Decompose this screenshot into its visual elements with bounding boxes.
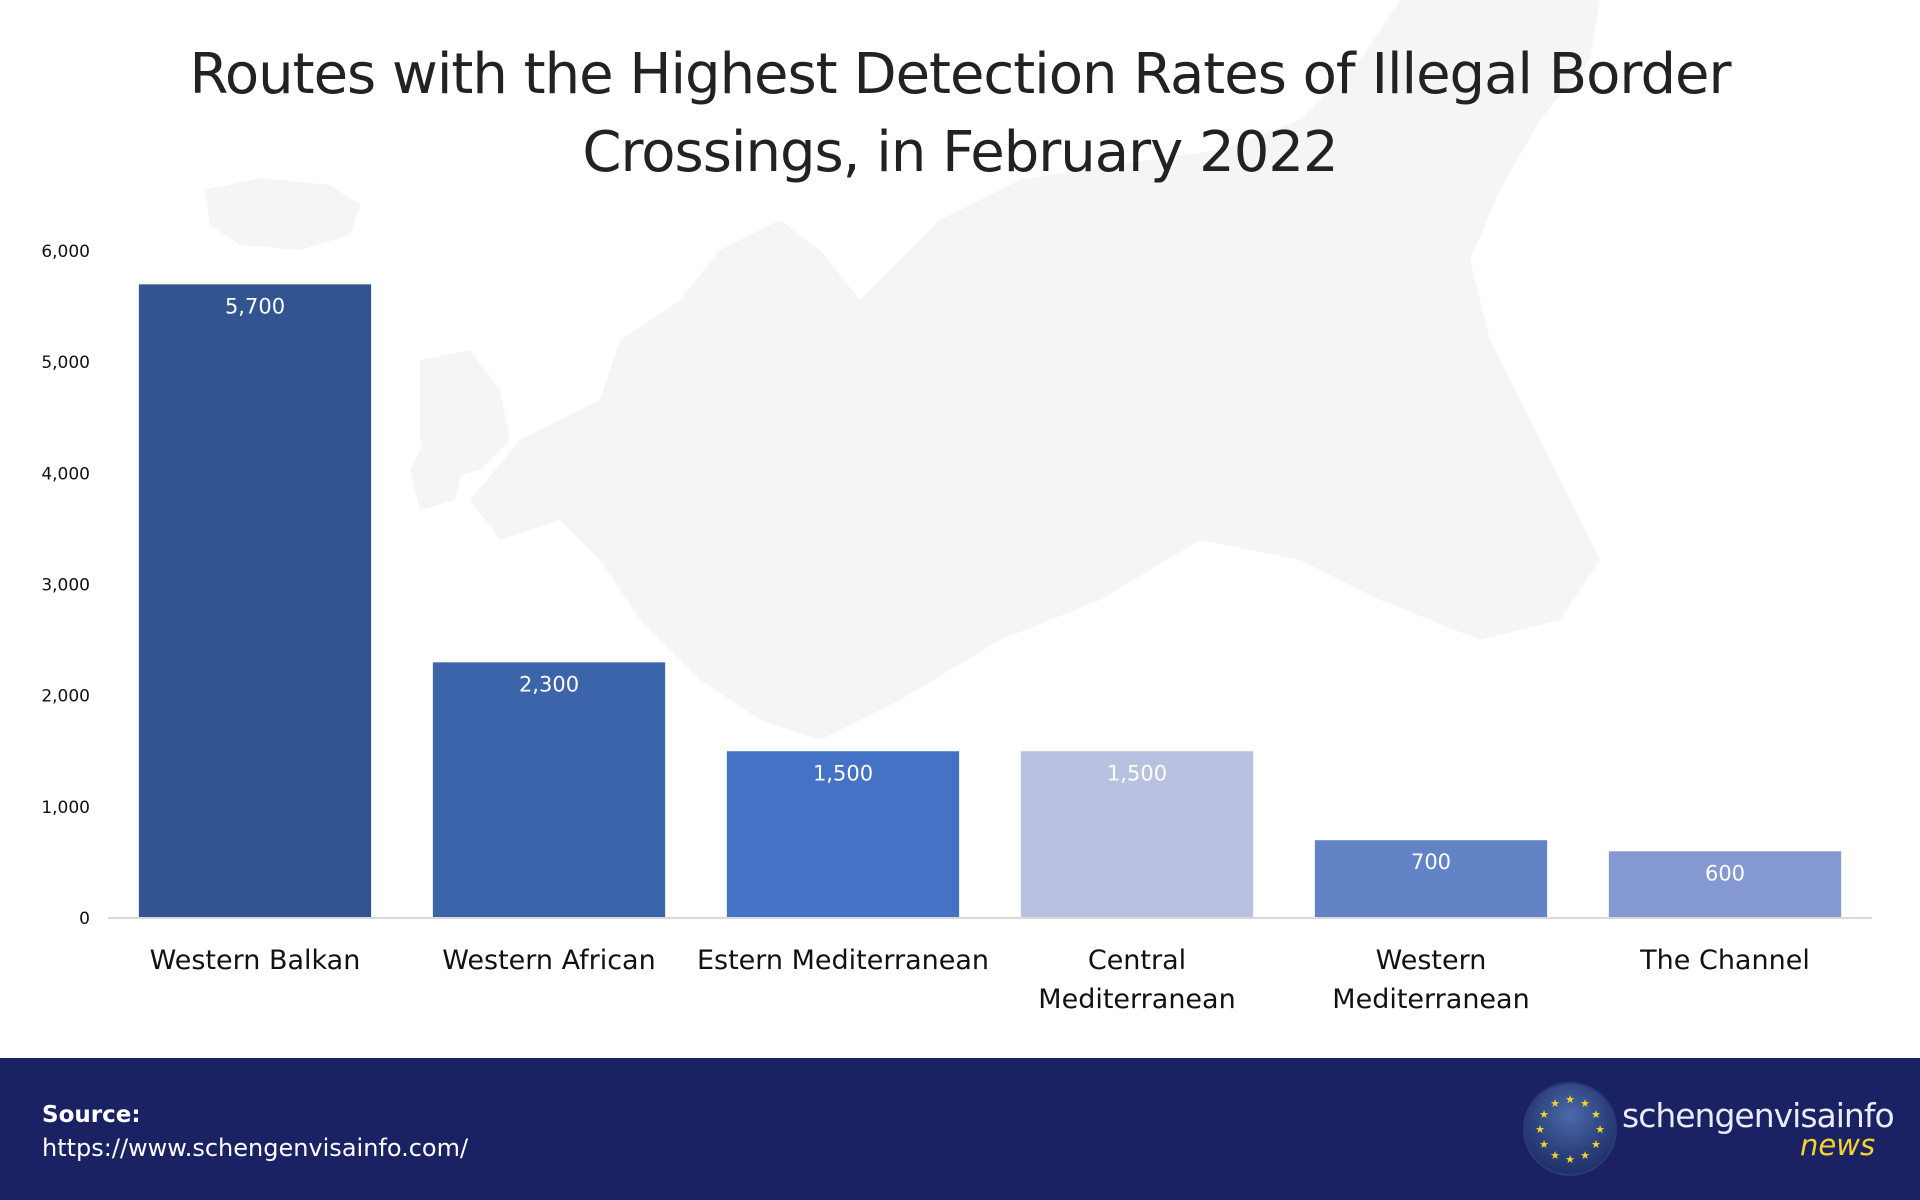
star-icon: ★ bbox=[1535, 1124, 1545, 1136]
data-label: 1,500 bbox=[1107, 761, 1167, 785]
star-icon: ★ bbox=[1580, 1098, 1590, 1110]
bar bbox=[432, 662, 666, 918]
star-icon: ★ bbox=[1580, 1150, 1590, 1162]
logo-wordmark: schengenvisainfo bbox=[1622, 1096, 1895, 1135]
x-tick-label: Western Balkan bbox=[150, 945, 361, 976]
star-icon: ★ bbox=[1595, 1124, 1605, 1136]
x-tick-label: Western bbox=[1376, 945, 1487, 976]
bar bbox=[726, 751, 960, 918]
star-icon: ★ bbox=[1565, 1154, 1575, 1166]
source-url-link[interactable]: https://www.schengenvisainfo.com/ bbox=[42, 1134, 469, 1162]
x-tick-label: The Channel bbox=[1639, 945, 1810, 976]
star-icon: ★ bbox=[1591, 1139, 1601, 1151]
x-tick-label: Mediterranean bbox=[1038, 984, 1235, 1015]
x-tick-label: Estern Mediterranean bbox=[697, 945, 989, 976]
data-label: 700 bbox=[1411, 850, 1451, 874]
star-icon: ★ bbox=[1550, 1150, 1560, 1162]
y-tick-label: 5,000 bbox=[41, 353, 90, 373]
chart-title: Routes with the Highest Detection Rates … bbox=[0, 36, 1920, 192]
x-tick-label: Mediterranean bbox=[1332, 984, 1529, 1015]
bar bbox=[1314, 840, 1548, 918]
star-icon: ★ bbox=[1550, 1098, 1560, 1110]
y-tick-label: 1,000 bbox=[41, 798, 90, 818]
x-tick-label: Central bbox=[1088, 945, 1186, 976]
star-icon: ★ bbox=[1591, 1109, 1601, 1121]
eu-stars-logo-icon: ★ ★ ★ ★ ★ ★ ★ ★ ★ ★ ★ ★ bbox=[1525, 1084, 1615, 1174]
y-tick-label: 2,000 bbox=[41, 687, 90, 707]
y-tick-label: 0 bbox=[79, 909, 90, 929]
bar bbox=[1020, 751, 1254, 918]
bar bbox=[138, 284, 372, 919]
star-icon: ★ bbox=[1539, 1109, 1549, 1121]
logo-news-label: news bbox=[1800, 1128, 1876, 1162]
bar bbox=[1608, 851, 1842, 918]
x-tick-label: Western African bbox=[442, 945, 655, 976]
star-icon: ★ bbox=[1565, 1094, 1575, 1106]
bar-chart: 0 1,000 2,000 3,000 4,000 5,000 6,000 5,700 West… bbox=[41, 242, 1872, 1015]
data-label: 5,700 bbox=[225, 294, 285, 318]
star-icon: ★ bbox=[1539, 1139, 1549, 1151]
y-tick-label: 3,000 bbox=[41, 576, 90, 596]
data-label: 1,500 bbox=[813, 761, 873, 785]
y-tick-label: 6,000 bbox=[41, 242, 90, 262]
europe-map-background bbox=[0, 0, 1920, 1058]
y-tick-label: 4,000 bbox=[41, 464, 90, 484]
data-label: 2,300 bbox=[519, 672, 579, 696]
chart-title-line-2: Crossings, in February 2022 bbox=[582, 120, 1338, 185]
source-label: Source: bbox=[42, 1102, 141, 1128]
data-label: 600 bbox=[1705, 861, 1745, 885]
chart-title-line-1: Routes with the Highest Detection Rates … bbox=[189, 42, 1732, 107]
